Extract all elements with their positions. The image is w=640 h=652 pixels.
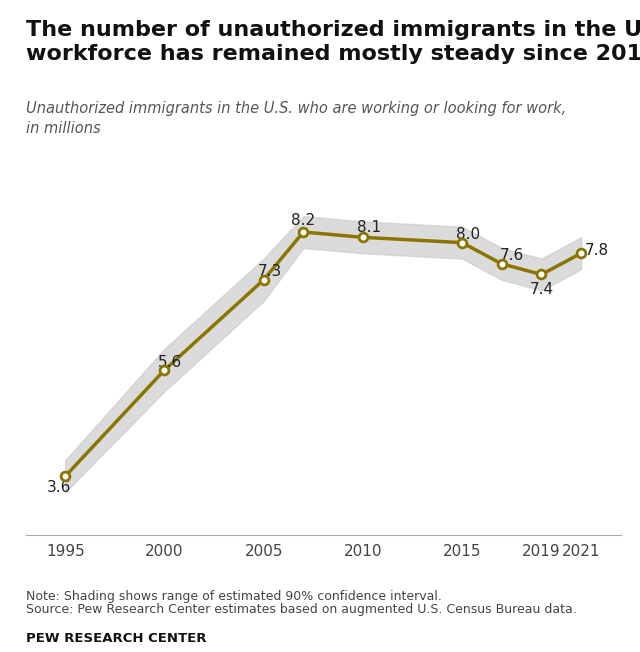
Text: 8.0: 8.0 [456, 227, 480, 242]
Text: 5.6: 5.6 [158, 355, 182, 370]
Text: Unauthorized immigrants in the U.S. who are working or looking for work,
in mill: Unauthorized immigrants in the U.S. who … [26, 101, 566, 136]
Text: PEW RESEARCH CENTER: PEW RESEARCH CENTER [26, 632, 206, 645]
Text: The number of unauthorized immigrants in the U.S.
workforce has remained mostly : The number of unauthorized immigrants in… [26, 20, 640, 65]
Text: 3.6: 3.6 [47, 481, 72, 496]
Text: Source: Pew Research Center estimates based on augmented U.S. Census Bureau data: Source: Pew Research Center estimates ba… [26, 603, 577, 616]
Text: 7.6: 7.6 [500, 248, 524, 263]
Point [497, 259, 507, 269]
Text: 7.8: 7.8 [585, 243, 609, 258]
Point [576, 248, 586, 258]
Text: 7.4: 7.4 [529, 282, 554, 297]
Point [358, 232, 368, 243]
Point [259, 274, 269, 285]
Text: 7.3: 7.3 [257, 264, 282, 279]
Point [457, 237, 467, 248]
Point [536, 269, 547, 280]
Point [159, 365, 170, 376]
Point [298, 227, 308, 237]
Point [60, 471, 70, 481]
Text: 8.2: 8.2 [291, 213, 316, 228]
Text: 8.1: 8.1 [356, 220, 381, 235]
Text: Note: Shading shows range of estimated 90% confidence interval.: Note: Shading shows range of estimated 9… [26, 590, 442, 603]
